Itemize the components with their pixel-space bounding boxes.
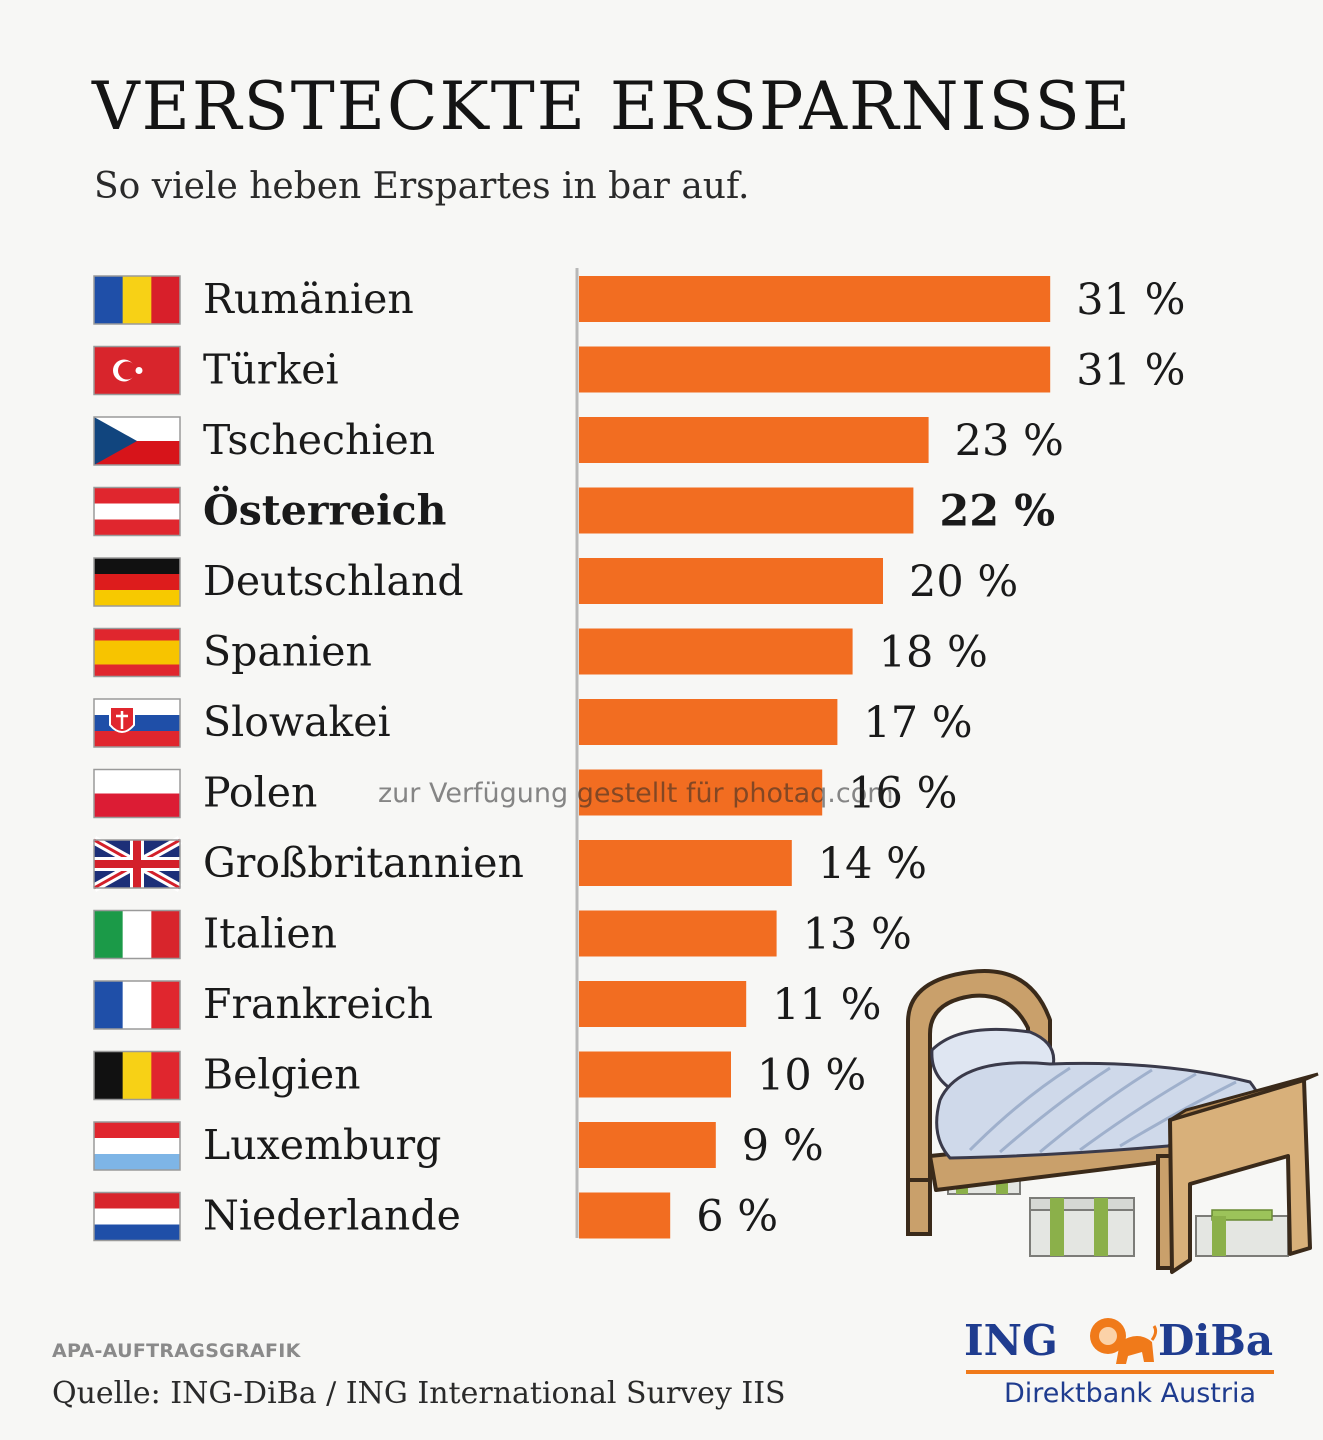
bar-row: Italien 13 % bbox=[93, 909, 912, 960]
bar-row: Rumänien 31 % bbox=[93, 275, 1185, 325]
bed-with-money-illustration bbox=[906, 969, 1319, 1274]
category-label: Rumänien bbox=[203, 275, 414, 323]
bar bbox=[579, 769, 823, 816]
bar bbox=[579, 346, 1051, 393]
bar-row: Belgien 10 % bbox=[93, 1050, 866, 1101]
bar bbox=[579, 981, 747, 1027]
value-label: 31 % bbox=[1076, 275, 1185, 325]
bar-row: Türkei 31 % bbox=[93, 345, 1185, 396]
category-label: Luxemburg bbox=[203, 1121, 441, 1169]
bar-row: Deutschland 20 % bbox=[93, 557, 1018, 607]
bar bbox=[579, 840, 792, 886]
italy-flag-icon bbox=[93, 909, 181, 960]
bar bbox=[579, 487, 914, 534]
category-label: Österreich bbox=[203, 486, 446, 535]
bar bbox=[579, 910, 777, 957]
spain-flag-icon bbox=[93, 627, 181, 678]
ing-diba-logo: ING DiBa Direktbank Austria bbox=[962, 1312, 1282, 1422]
turkey-flag-icon bbox=[93, 345, 181, 396]
bar bbox=[579, 1192, 671, 1239]
bar-row: Luxemburg 9 % bbox=[93, 1121, 824, 1171]
category-label: Polen bbox=[203, 769, 317, 817]
value-label: 14 % bbox=[818, 839, 927, 889]
uk-flag-icon bbox=[91, 836, 183, 892]
bed-leg bbox=[906, 1178, 932, 1236]
bar bbox=[579, 276, 1051, 322]
value-label: 20 % bbox=[909, 557, 1018, 607]
bar-chart: Rumänien 31 % Türkei 31 % Tschechien 23 % Öste… bbox=[91, 268, 1185, 1242]
austria-flag-icon bbox=[93, 486, 181, 537]
value-label: 17 % bbox=[863, 698, 972, 748]
value-label: 16 % bbox=[848, 769, 957, 819]
source-text: Quelle: ING-DiBa / ING International Sur… bbox=[52, 1376, 786, 1411]
chart-subtitle: So viele heben Erspartes in bar auf. bbox=[94, 166, 750, 207]
category-label: Frankreich bbox=[203, 980, 433, 1028]
logo-brand-right: DiBa bbox=[1158, 1316, 1274, 1365]
france-flag-icon bbox=[93, 980, 181, 1030]
value-label: 6 % bbox=[696, 1192, 778, 1242]
bar-row: Tschechien 23 % bbox=[93, 416, 1064, 466]
bar bbox=[579, 628, 853, 675]
category-label: Deutschland bbox=[203, 557, 464, 605]
netherlands-flag-icon bbox=[93, 1191, 181, 1242]
bar bbox=[579, 417, 929, 463]
bar-row: Polen 16 % bbox=[93, 768, 957, 819]
category-label: Niederlande bbox=[203, 1192, 461, 1240]
bar bbox=[579, 558, 883, 604]
bar bbox=[579, 699, 838, 745]
belgium-flag-icon bbox=[93, 1050, 181, 1101]
bar bbox=[579, 1051, 731, 1098]
value-label: 11 % bbox=[772, 980, 881, 1030]
logo-tagline: Direktbank Austria bbox=[1004, 1378, 1257, 1409]
category-label: Belgien bbox=[203, 1051, 361, 1099]
credit-text: APA-AUFTRAGSGRAFIK bbox=[52, 1340, 301, 1362]
bar bbox=[579, 1122, 716, 1168]
category-label: Italien bbox=[203, 910, 337, 958]
category-label: Türkei bbox=[203, 346, 339, 394]
category-label: Slowakei bbox=[203, 698, 391, 746]
bar-row: Spanien 18 % bbox=[93, 627, 988, 678]
value-label: 13 % bbox=[803, 910, 912, 960]
category-label: Tschechien bbox=[203, 416, 435, 464]
luxembourg-flag-icon bbox=[93, 1121, 181, 1171]
bar-row: Niederlande 6 % bbox=[93, 1191, 778, 1242]
bar-row: Slowakei 17 % bbox=[93, 698, 973, 748]
bar-row: Großbritannien 14 % bbox=[91, 836, 927, 892]
value-label: 9 % bbox=[742, 1121, 824, 1171]
poland-flag-icon bbox=[93, 768, 181, 819]
bed-footboard bbox=[1168, 1078, 1312, 1274]
value-label: 18 % bbox=[879, 628, 988, 678]
czech-flag-icon bbox=[93, 416, 181, 466]
bar-row: Österreich 22 % bbox=[93, 486, 1055, 537]
germany-flag-icon bbox=[93, 557, 181, 607]
value-label: 22 % bbox=[939, 487, 1055, 537]
category-label: Spanien bbox=[203, 628, 372, 676]
romania-flag-icon bbox=[93, 275, 181, 325]
bar-row: Frankreich 11 % bbox=[93, 980, 881, 1030]
lion-icon bbox=[1090, 1318, 1158, 1364]
value-label: 10 % bbox=[757, 1051, 866, 1101]
category-label: Großbritannien bbox=[203, 839, 524, 887]
value-label: 31 % bbox=[1076, 346, 1185, 396]
logo-brand-left: ING bbox=[964, 1316, 1058, 1365]
chart-title: VERSTECKTE ERSPARNISSE bbox=[92, 68, 1132, 145]
logo-underline bbox=[966, 1370, 1274, 1374]
value-label: 23 % bbox=[955, 416, 1064, 466]
slovakia-flag-icon bbox=[93, 698, 181, 748]
